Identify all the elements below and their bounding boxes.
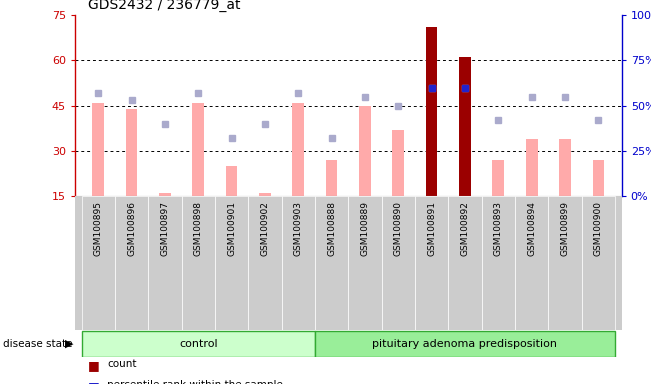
Bar <box>182 196 215 330</box>
Text: GSM100899: GSM100899 <box>561 201 570 256</box>
Bar <box>259 193 271 196</box>
Text: GSM100891: GSM100891 <box>427 201 436 256</box>
Bar <box>592 160 604 196</box>
Bar <box>359 106 371 196</box>
Bar <box>126 109 137 196</box>
Text: GSM100903: GSM100903 <box>294 201 303 256</box>
Text: GSM100893: GSM100893 <box>494 201 503 256</box>
Text: GSM100900: GSM100900 <box>594 201 603 256</box>
Text: disease state: disease state <box>3 339 73 349</box>
Text: count: count <box>107 359 137 369</box>
Bar <box>548 196 582 330</box>
Text: control: control <box>179 339 217 349</box>
Bar <box>193 103 204 196</box>
FancyBboxPatch shape <box>81 331 315 357</box>
Bar <box>515 196 548 330</box>
Bar <box>415 196 449 330</box>
Text: pituitary adenoma predisposition: pituitary adenoma predisposition <box>372 339 557 349</box>
Text: GSM100892: GSM100892 <box>460 201 469 256</box>
Bar <box>292 103 304 196</box>
Bar <box>559 139 571 196</box>
Text: GSM100889: GSM100889 <box>361 201 370 256</box>
Bar <box>115 196 148 330</box>
Bar <box>482 196 515 330</box>
FancyBboxPatch shape <box>315 331 615 357</box>
Text: GSM100898: GSM100898 <box>194 201 202 256</box>
Bar <box>449 196 482 330</box>
Bar <box>526 139 538 196</box>
Bar <box>381 196 415 330</box>
Text: GSM100890: GSM100890 <box>394 201 403 256</box>
Bar <box>326 160 337 196</box>
Text: GSM100895: GSM100895 <box>94 201 103 256</box>
Text: percentile rank within the sample: percentile rank within the sample <box>107 380 283 384</box>
Bar <box>582 196 615 330</box>
Text: GSM100894: GSM100894 <box>527 201 536 256</box>
Bar <box>81 196 115 330</box>
Text: GSM100896: GSM100896 <box>127 201 136 256</box>
Bar <box>226 166 238 196</box>
Bar <box>215 196 248 330</box>
Text: GSM100888: GSM100888 <box>327 201 336 256</box>
Bar <box>348 196 381 330</box>
Text: ■: ■ <box>88 380 100 384</box>
Bar <box>282 196 315 330</box>
Bar <box>493 160 504 196</box>
Bar <box>459 58 471 196</box>
Bar <box>315 196 348 330</box>
Text: ▶: ▶ <box>65 339 74 349</box>
Text: GDS2432 / 236779_at: GDS2432 / 236779_at <box>88 0 240 12</box>
Bar <box>92 103 104 196</box>
Bar <box>248 196 282 330</box>
Text: GSM100897: GSM100897 <box>160 201 169 256</box>
Text: GSM100901: GSM100901 <box>227 201 236 256</box>
Text: GSM100902: GSM100902 <box>260 201 270 256</box>
Bar <box>159 193 171 196</box>
Bar <box>393 130 404 196</box>
Text: ■: ■ <box>88 359 100 372</box>
Bar <box>426 27 437 196</box>
Bar <box>148 196 182 330</box>
